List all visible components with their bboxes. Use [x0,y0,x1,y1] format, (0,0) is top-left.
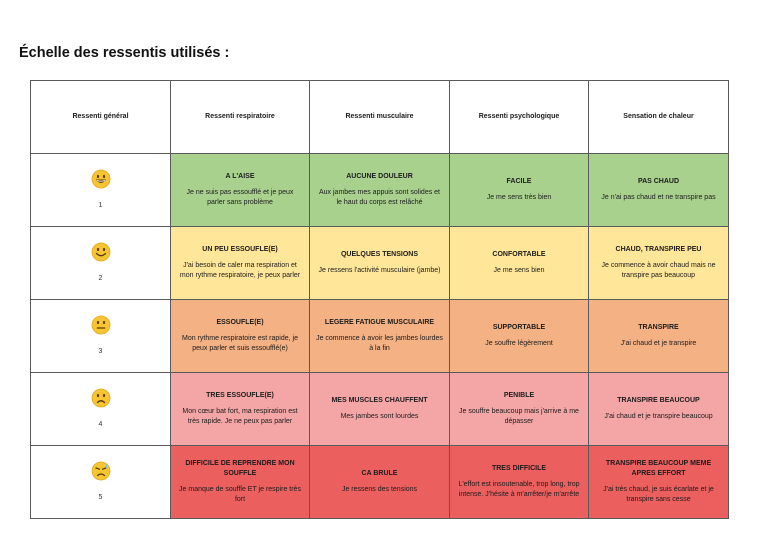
table-header-row: Ressenti général Ressenti respiratoire R… [30,80,729,154]
cell-text: Je commence à avoir les jambes lourdes à… [316,334,443,353]
general-cell: 2 [30,226,171,300]
grinning-face-icon [91,169,111,193]
muscular-cell: AUCUNE DOULEUR Aux jambes mes appuis son… [309,153,450,227]
header-heat: Sensation de chaleur [588,80,729,154]
cell-text: Mon rythme respiratoire est rapide, je p… [182,334,298,353]
level-number: 5 [98,494,103,501]
respiratory-cell: DIFFICILE DE REPRENDRE MON SOUFFLE Je ma… [170,445,310,519]
heat-cell: PAS CHAUD Je n'ai pas chaud et ne transp… [588,153,729,227]
header-psychological: Ressenti psychologique [449,80,589,154]
table-row: 3 ESSOUFLE(E) Mon rythme respiratoire es… [30,299,729,373]
psychological-cell: CONFORTABLE Je me sens bien [449,226,589,300]
cell-title: TRES DIFFICILE [491,464,547,472]
cell-title: TRES ESSOUFLE(E) [206,391,274,399]
cell-text: Je manque de souffle ET je respire très … [179,486,301,504]
heat-cell: TRANSPIRE BEAUCOUP J'ai chaud et je tran… [588,372,729,446]
general-cell: 4 [30,372,171,446]
cell-text: Je souffre beaucoup mais j'arrive à me d… [459,407,579,426]
cell-text: Je n'ai pas chaud et ne transpire pas [601,194,716,201]
header-general: Ressenti général [30,80,171,154]
sad-face-icon [91,388,111,412]
cell-title: ESSOUFLE(E) [216,318,264,326]
cell-text: Je ne suis pas essoufflé et je peux parl… [186,188,294,207]
general-cell: 3 [30,299,171,373]
cell-title: CHAUD, TRANSPIRE PEU [615,245,702,253]
cell-title: UN PEU ESSOUFLE(E) [202,245,278,253]
cell-text: J'ai très chaud, je suis écarlate et je … [603,486,714,504]
header-muscular: Ressenti musculaire [309,80,450,154]
cell-title: PENIBLE [503,391,535,399]
cell-text: Je souffre légèrement [485,340,553,347]
header-respiratory: Ressenti respiratoire [170,80,310,154]
general-cell: 1 [30,153,171,227]
cell-title: MES MUSCLES CHAUFFENT [331,396,428,404]
cell-title: QUELQUES TENSIONS [340,250,418,258]
muscular-cell: CA BRULE Je ressens des tensions [309,445,450,519]
psychological-cell: PENIBLE Je souffre beaucoup mais j'arriv… [449,372,589,446]
cell-title: SUPPORTABLE [492,323,546,331]
cell-text: Je commence à avoir chaud mais ne transp… [601,261,716,280]
cell-title: LEGERE FATIGUE MUSCULAIRE [324,318,435,326]
cell-text: J'ai chaud et je transpire beaucoup [604,413,713,420]
respiratory-cell: A L'AISE Je ne suis pas essoufflé et je … [170,153,310,227]
psychological-cell: TRES DIFFICILE L'effort est insoutenable… [449,445,589,519]
respiratory-cell: UN PEU ESSOUFLE(E) J'ai besoin de caler … [170,226,310,300]
page-title: Échelle des ressentis utilisés : [19,45,230,61]
cell-text: J'ai chaud et je transpire [620,340,697,347]
cell-title: CONFORTABLE [492,250,546,258]
muscular-cell: MES MUSCLES CHAUFFENT Mes jambes sont lo… [309,372,450,446]
cell-text: L'effort est insoutenable, trop long, tr… [458,480,580,499]
cell-title: DIFFICILE DE REPRENDRE MON SOUFFLE [185,459,295,477]
cell-title: TRANSPIRE BEAUCOUP MEME APRES EFFORT [605,459,712,477]
muscular-cell: QUELQUES TENSIONS Je ressens l'activité … [309,226,450,300]
cell-text: Je ressens des tensions [341,486,418,493]
cell-text: Je me sens bien [493,267,545,274]
cell-title: AUCUNE DOULEUR [346,172,413,180]
heat-cell: TRANSPIRE J'ai chaud et je transpire [588,299,729,373]
table-row: 4 TRES ESSOUFLE(E) Mon cœur bat fort, ma… [30,372,729,446]
cell-text: Mon cœur bat fort, ma respiration est tr… [182,407,298,426]
cell-title: TRANSPIRE [638,323,679,331]
table-row: 5 DIFFICILE DE REPRENDRE MON SOUFFLE Je … [30,445,729,519]
heat-cell: TRANSPIRE BEAUCOUP MEME APRES EFFORT J'a… [588,445,729,519]
cell-title: TRANSPIRE BEAUCOUP [617,396,700,404]
cell-text: Je ressens l'activité musculaire (jambe) [318,267,441,274]
feelings-scale-table: Ressenti général Ressenti respiratoire R… [30,80,729,519]
cell-title: CA BRULE [361,469,398,477]
cell-title: A L'AISE [225,172,255,180]
psychological-cell: SUPPORTABLE Je souffre légèrement [449,299,589,373]
respiratory-cell: ESSOUFLE(E) Mon rythme respiratoire est … [170,299,310,373]
general-cell: 5 [30,445,171,519]
muscular-cell: LEGERE FATIGUE MUSCULAIRE Je commence à … [309,299,450,373]
respiratory-cell: TRES ESSOUFLE(E) Mon cœur bat fort, ma r… [170,372,310,446]
cell-text: J'ai besoin de caler ma respiration et m… [179,261,301,280]
sweating-face-icon [91,461,111,485]
level-number: 4 [98,421,103,428]
cell-text: Je me sens très bien [486,194,552,201]
cell-text: Mes jambes sont lourdes [340,413,419,420]
level-number: 3 [98,348,103,355]
level-number: 2 [98,275,103,282]
table-row: 2 UN PEU ESSOUFLE(E) J'ai besoin de cale… [30,226,729,300]
cell-title: PAS CHAUD [637,177,680,185]
smiling-face-icon [91,242,111,266]
cell-text: Aux jambes mes appuis sont solides et le… [318,188,440,207]
level-number: 1 [98,202,103,209]
neutral-face-icon [91,315,111,339]
psychological-cell: FACILE Je me sens très bien [449,153,589,227]
table-row: 1 A L'AISE Je ne suis pas essoufflé et j… [30,153,729,227]
cell-title: FACILE [506,177,532,185]
heat-cell: CHAUD, TRANSPIRE PEU Je commence à avoir… [588,226,729,300]
